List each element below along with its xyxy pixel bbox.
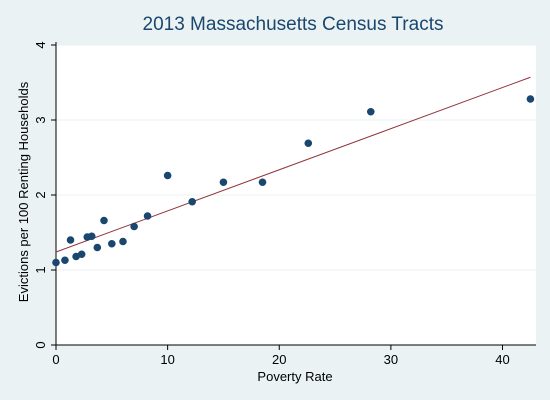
x-tick-label-0: 0: [52, 352, 59, 367]
y-tick-label-4: 4: [33, 41, 48, 48]
data-point-11: [130, 222, 138, 231]
y-tick-label-0: 0: [33, 341, 48, 348]
data-point-18: [366, 107, 375, 116]
data-point-17: [304, 139, 313, 148]
data-point-0: [52, 258, 60, 267]
data-point-19: [526, 95, 535, 103]
data-point-9: [108, 239, 116, 248]
data-point-7: [93, 243, 102, 252]
x-tick-label-30: 30: [384, 352, 398, 367]
y-tick-label-2: 2: [33, 191, 48, 198]
data-point-8: [100, 216, 108, 225]
axes: [55, 42, 536, 346]
data-point-10: [119, 237, 127, 246]
data-point-6: [87, 232, 96, 241]
chart-title: 2013 Massachusetts Census Tracts: [143, 14, 444, 35]
data-point-13: [163, 171, 172, 180]
y-axis-title: Evictions per 100 Renting Households: [16, 81, 31, 302]
x-tick-label-10: 10: [160, 352, 174, 367]
y-tick-label-3: 3: [33, 116, 48, 123]
y-tick-label-1: 1: [33, 266, 48, 273]
x-tick-label-40: 40: [495, 352, 509, 367]
data-point-16: [258, 178, 267, 187]
data-point-15: [219, 178, 228, 187]
x-axis-title: Poverty Rate: [257, 369, 332, 384]
data-point-4: [77, 250, 86, 259]
data-series: [52, 76, 535, 267]
data-point-12: [143, 212, 152, 220]
x-tick-label-20: 20: [272, 352, 286, 367]
data-point-2: [66, 236, 75, 244]
data-point-14: [188, 197, 196, 206]
data-point-1: [61, 256, 69, 265]
